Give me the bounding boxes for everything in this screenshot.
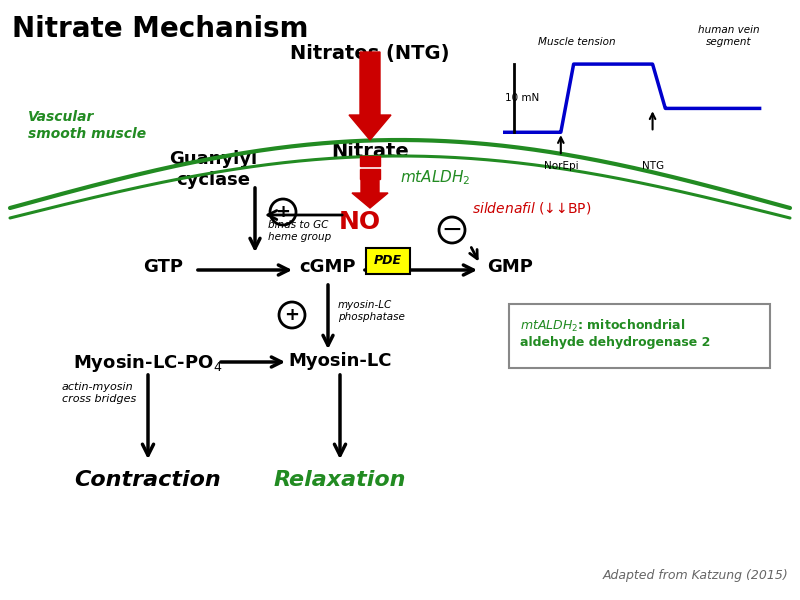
Text: myosin-LC
phosphatase: myosin-LC phosphatase (338, 300, 405, 322)
FancyArrow shape (352, 180, 388, 208)
FancyBboxPatch shape (360, 156, 380, 166)
Text: Vascular
smooth muscle: Vascular smooth muscle (28, 110, 146, 141)
Text: Myosin-LC: Myosin-LC (288, 352, 392, 370)
Text: $\mathit{mtALDH_2}$: $\mathit{mtALDH_2}$ (400, 168, 470, 187)
Text: Relaxation: Relaxation (274, 470, 406, 490)
Text: 10 mN: 10 mN (505, 93, 539, 103)
Text: +: + (275, 203, 290, 221)
FancyArrow shape (349, 52, 391, 140)
Text: NorEpi: NorEpi (543, 161, 578, 171)
Text: $\mathit{sildenafil}$ (↓↓BP): $\mathit{sildenafil}$ (↓↓BP) (472, 200, 591, 216)
Text: Contraction: Contraction (74, 470, 222, 490)
Text: Myosin-LC-PO$_4$: Myosin-LC-PO$_4$ (74, 352, 222, 374)
Text: $\mathit{mtALDH_2}$: mitochondrial: $\mathit{mtALDH_2}$: mitochondrial (520, 318, 686, 334)
FancyBboxPatch shape (366, 248, 410, 274)
Text: −: − (442, 218, 462, 242)
FancyBboxPatch shape (509, 304, 770, 368)
Text: Muscle tension: Muscle tension (538, 37, 615, 47)
Text: cGMP: cGMP (298, 258, 355, 276)
Text: GTP: GTP (143, 258, 183, 276)
Text: +: + (285, 306, 299, 324)
Text: Nitrates (NTG): Nitrates (NTG) (290, 44, 450, 63)
Text: human vein
segment: human vein segment (698, 25, 760, 47)
Text: Adapted from Katzung (2015): Adapted from Katzung (2015) (602, 569, 788, 582)
Text: actin-myosin
cross bridges: actin-myosin cross bridges (62, 382, 136, 404)
Text: NO: NO (339, 210, 381, 234)
Text: Nitrate Mechanism: Nitrate Mechanism (12, 15, 309, 43)
Text: aldehyde dehydrogenase 2: aldehyde dehydrogenase 2 (520, 336, 710, 349)
Text: PDE: PDE (374, 254, 402, 268)
FancyBboxPatch shape (360, 169, 380, 179)
Text: binds to GC
heme group: binds to GC heme group (268, 220, 331, 242)
Text: Guanylyl
cyclase: Guanylyl cyclase (169, 150, 257, 189)
Text: Nitrate: Nitrate (331, 142, 409, 161)
Text: NTG: NTG (642, 161, 664, 171)
Text: GMP: GMP (487, 258, 533, 276)
